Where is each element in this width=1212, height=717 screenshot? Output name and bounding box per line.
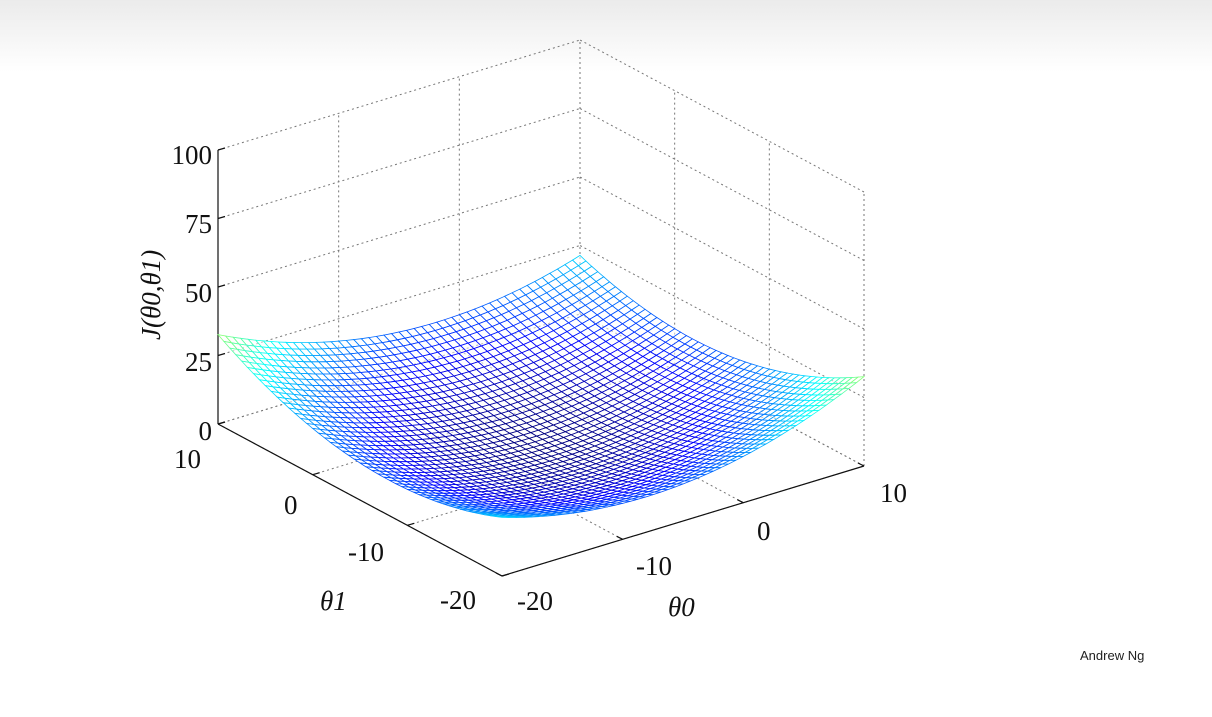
z-tick-75: 75 bbox=[185, 209, 212, 239]
theta1-tick-mark bbox=[501, 573, 510, 577]
z-tick-100: 100 bbox=[172, 140, 213, 170]
J-tick-mark bbox=[217, 352, 226, 357]
wall-grid-J bbox=[217, 176, 581, 288]
theta1-tick-0: 0 bbox=[284, 490, 298, 520]
surface-cell bbox=[496, 516, 510, 518]
credit-text: Andrew Ng bbox=[1080, 648, 1145, 663]
wall-grid-J bbox=[579, 176, 865, 330]
J-tick-mark bbox=[217, 215, 226, 220]
theta1-tick-minus10: -10 bbox=[348, 537, 384, 567]
theta0-tick-mark bbox=[737, 499, 744, 504]
surface-mesh bbox=[216, 254, 866, 518]
wall-grid-J bbox=[579, 108, 865, 261]
theta1-axis-label: θ1 bbox=[320, 586, 347, 616]
theta1-tick-10: 10 bbox=[174, 444, 201, 474]
theta0-tick-0: 0 bbox=[757, 516, 771, 546]
wall-grid-J bbox=[217, 245, 581, 356]
theta1-tick-minus20: -20 bbox=[440, 585, 476, 615]
z-tick-25: 25 bbox=[185, 347, 212, 377]
theta1-axis bbox=[217, 423, 503, 577]
J-tick-mark bbox=[217, 421, 226, 425]
wall-grid-J bbox=[579, 245, 865, 398]
wall-grid-J bbox=[217, 108, 581, 219]
theta0-axis bbox=[501, 465, 865, 577]
theta0-tick-mark bbox=[616, 535, 623, 540]
cost-axis-label: J(θ0,θ1) bbox=[136, 250, 166, 340]
theta1-tick-mark bbox=[312, 472, 320, 476]
z-tick-50: 50 bbox=[185, 278, 212, 308]
theta1-tick-mark bbox=[407, 522, 415, 526]
theta0-tick-labels: -20 -10 0 10 bbox=[517, 478, 907, 616]
z-tick-0: 0 bbox=[199, 416, 213, 446]
J-tick-mark bbox=[217, 147, 226, 151]
theta0-tick-10: 10 bbox=[880, 478, 907, 508]
J-tick-mark bbox=[217, 284, 226, 288]
theta0-tick-minus10: -10 bbox=[636, 551, 672, 581]
axes bbox=[217, 147, 865, 577]
wall-grid-J bbox=[217, 39, 581, 151]
theta1-tick-labels: 10 0 -10 -20 bbox=[174, 444, 476, 615]
slide-top-band bbox=[0, 0, 1212, 72]
z-tick-labels: 0 25 50 75 100 bbox=[172, 140, 213, 446]
wall-grid-J bbox=[579, 39, 865, 193]
theta0-tick-minus20: -20 bbox=[517, 586, 553, 616]
theta0-tick-mark bbox=[495, 572, 503, 577]
theta0-axis-label: θ0 bbox=[668, 592, 695, 622]
theta0-tick-mark bbox=[857, 462, 865, 467]
